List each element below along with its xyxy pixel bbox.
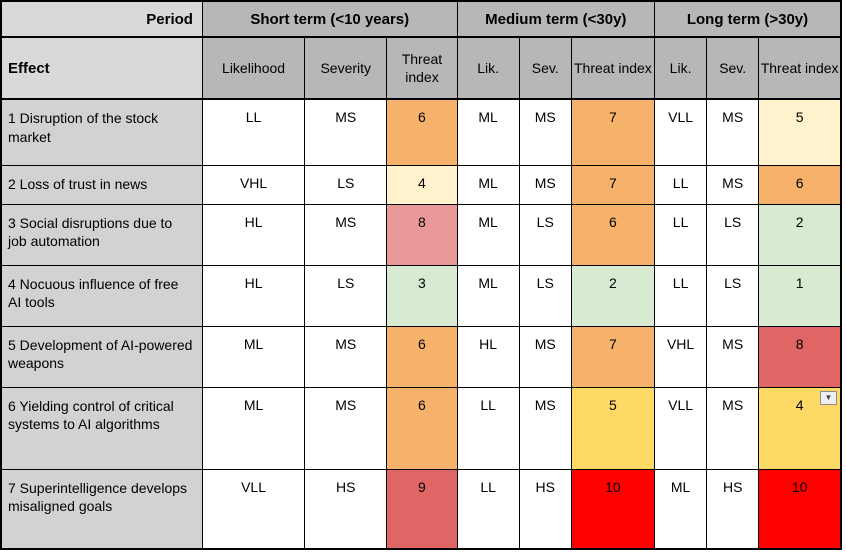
value-cell[interactable]: LL <box>654 203 708 266</box>
threat-index-cell[interactable]: 7 <box>570 98 656 166</box>
value-cell[interactable]: LL <box>456 386 520 470</box>
effect-header-cell[interactable]: Effect <box>0 36 203 100</box>
value-cell[interactable]: HL <box>201 264 306 327</box>
threat-index-cell[interactable]: 8 <box>758 325 842 388</box>
value-cell[interactable]: ML <box>456 164 520 205</box>
effect-cell[interactable]: 5 Development of AI-powered weapons <box>0 325 203 388</box>
threat-index-cell[interactable]: 10 <box>570 468 656 550</box>
table-row: 6 Yielding control of critical systems t… <box>0 386 842 470</box>
threat-index-cell[interactable]: 3 <box>386 264 458 327</box>
value-cell[interactable]: ML <box>456 98 520 166</box>
effect-cell[interactable]: 4 Nocuous influence of free AI tools <box>0 264 203 327</box>
medium-term-header-cell[interactable]: Medium term (<30y) <box>456 0 656 38</box>
value-cell[interactable]: ML <box>201 325 306 388</box>
threat-index-cell[interactable]: 6 <box>570 203 656 266</box>
value-cell[interactable]: VLL <box>654 386 708 470</box>
value-cell[interactable]: HL <box>201 203 306 266</box>
threat-index-cell[interactable]: 2 <box>758 203 842 266</box>
long-severity-header[interactable]: Sev. <box>706 36 760 100</box>
table-row: 3 Social disruptions due to job automati… <box>0 203 842 266</box>
value-cell[interactable]: HL <box>456 325 520 388</box>
value-cell[interactable]: MS <box>518 164 572 205</box>
value-cell[interactable]: ML <box>456 264 520 327</box>
threat-index-cell[interactable]: 8 <box>386 203 458 266</box>
value-cell[interactable]: MS <box>518 386 572 470</box>
threat-index-cell[interactable]: 6 <box>386 325 458 388</box>
value-cell[interactable]: LS <box>706 264 760 327</box>
value-cell[interactable]: MS <box>706 325 760 388</box>
value-cell[interactable]: LS <box>518 203 572 266</box>
value-cell[interactable]: MS <box>304 98 388 166</box>
value-cell[interactable]: LS <box>304 264 388 327</box>
value-cell[interactable]: LL <box>456 468 520 550</box>
threat-index-value: 4 <box>795 396 804 413</box>
value-cell[interactable]: VLL <box>201 468 306 550</box>
header-row-period: Period Short term (<10 years) Medium ter… <box>0 0 842 38</box>
threat-index-cell[interactable]: 9 <box>386 468 458 550</box>
value-cell[interactable]: HS <box>518 468 572 550</box>
threat-index-cell[interactable]: 7 <box>570 164 656 205</box>
value-cell[interactable]: MS <box>304 325 388 388</box>
short-severity-header[interactable]: Severity <box>304 36 388 100</box>
threat-index-cell[interactable]: 6 <box>386 386 458 470</box>
threat-index-cell[interactable]: 6 <box>758 164 842 205</box>
value-cell[interactable]: LL <box>654 264 708 327</box>
medium-threat-index-header[interactable]: Threat index <box>570 36 656 100</box>
short-threat-index-header[interactable]: Threat index <box>386 36 458 100</box>
threat-index-cell[interactable]: 5 <box>570 386 656 470</box>
threat-index-cell[interactable]: 5 <box>758 98 842 166</box>
short-likelihood-header[interactable]: Likelihood <box>201 36 306 100</box>
table-row: 7 Superintelligence develops misaligned … <box>0 468 842 550</box>
period-header-cell[interactable]: Period <box>0 0 203 38</box>
threat-index-cell[interactable]: 2 <box>570 264 656 327</box>
effect-cell[interactable]: 2 Loss of trust in news <box>0 164 203 205</box>
value-cell[interactable]: VHL <box>654 325 708 388</box>
value-cell[interactable]: MS <box>518 98 572 166</box>
value-cell[interactable]: LL <box>201 98 306 166</box>
effect-cell[interactable]: 3 Social disruptions due to job automati… <box>0 203 203 266</box>
value-cell[interactable]: MS <box>706 386 760 470</box>
long-threat-index-header[interactable]: Threat index <box>758 36 842 100</box>
long-term-header-cell[interactable]: Long term (>30y) <box>654 0 842 38</box>
value-cell[interactable]: HS <box>304 468 388 550</box>
threat-index-cell[interactable]: 4 <box>386 164 458 205</box>
table-row: 5 Development of AI-powered weapons ML M… <box>0 325 842 388</box>
value-cell[interactable]: ML <box>201 386 306 470</box>
effect-cell[interactable]: 6 Yielding control of critical systems t… <box>0 386 203 470</box>
table-row: 2 Loss of trust in news VHL LS 4 ML MS 7… <box>0 164 842 205</box>
dropdown-arrow-icon[interactable]: ▼ <box>820 390 837 405</box>
threat-index-cell[interactable]: 4 ▼ <box>758 386 842 470</box>
value-cell[interactable]: LS <box>304 164 388 205</box>
effect-cell[interactable]: 7 Superintelligence develops misaligned … <box>0 468 203 550</box>
value-cell[interactable]: LL <box>654 164 708 205</box>
value-cell[interactable]: VLL <box>654 98 708 166</box>
table-row: 1 Disruption of the stock market LL MS 6… <box>0 98 842 166</box>
value-cell[interactable]: MS <box>706 164 760 205</box>
medium-severity-header[interactable]: Sev. <box>518 36 572 100</box>
header-row-columns: Effect Likelihood Severity Threat index … <box>0 36 842 100</box>
short-term-header-cell[interactable]: Short term (<10 years) <box>201 0 458 38</box>
value-cell[interactable]: MS <box>518 325 572 388</box>
value-cell[interactable]: VHL <box>201 164 306 205</box>
medium-likelihood-header[interactable]: Lik. <box>456 36 520 100</box>
value-cell[interactable]: MS <box>304 386 388 470</box>
table-row: 4 Nocuous influence of free AI tools HL … <box>0 264 842 327</box>
threat-index-cell[interactable]: 6 <box>386 98 458 166</box>
threat-index-cell[interactable]: 7 <box>570 325 656 388</box>
threat-index-cell[interactable]: 1 <box>758 264 842 327</box>
value-cell[interactable]: MS <box>706 98 760 166</box>
long-likelihood-header[interactable]: Lik. <box>654 36 708 100</box>
value-cell[interactable]: MS <box>304 203 388 266</box>
value-cell[interactable]: ML <box>456 203 520 266</box>
threat-index-cell[interactable]: 10 <box>758 468 842 550</box>
effect-cell[interactable]: 1 Disruption of the stock market <box>0 98 203 166</box>
value-cell[interactable]: HS <box>706 468 760 550</box>
value-cell[interactable]: LS <box>706 203 760 266</box>
value-cell[interactable]: LS <box>518 264 572 327</box>
value-cell[interactable]: ML <box>654 468 708 550</box>
